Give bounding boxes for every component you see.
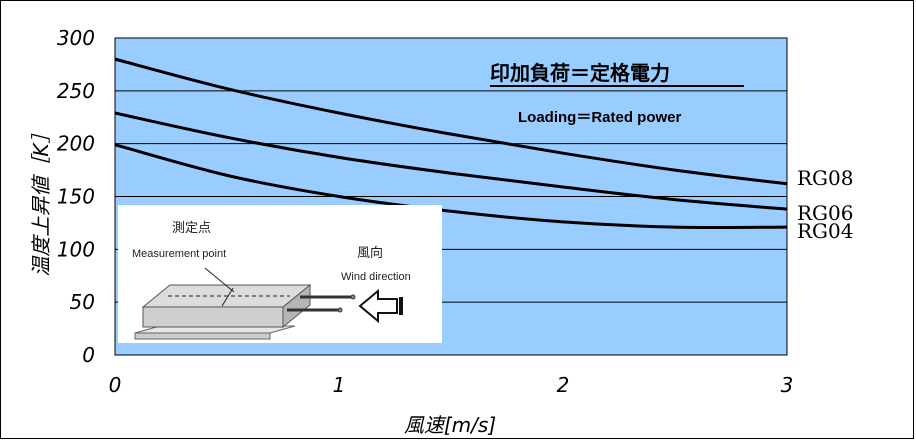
series-line-rg08	[114, 57, 788, 186]
resistor-front	[142, 306, 284, 328]
y-tick-label: 300	[57, 26, 95, 50]
x-axis-ticks: 0 1 2 3	[109, 373, 794, 397]
measurement-cross	[221, 287, 234, 307]
series-label-rg08: RG08	[797, 166, 853, 190]
wind-label-en: Wind direction	[341, 271, 411, 283]
x-tick-label: 2	[557, 373, 570, 397]
series-line-rg06	[114, 111, 788, 211]
series-lines	[114, 57, 788, 230]
y-tick-label: 150	[57, 185, 95, 209]
wind-label-jp: 風向	[357, 245, 383, 261]
base-plate-front	[134, 332, 271, 340]
y-axis-title: 温度上昇値［K］	[29, 123, 53, 276]
measurement-pointer	[204, 267, 235, 293]
x-axis-title: 風速[m/s]	[404, 413, 496, 437]
wind-arrow-icon	[358, 288, 398, 324]
x-tick-label: 0	[109, 373, 122, 397]
series-line-rg04	[114, 143, 788, 230]
lead-upper-end	[350, 294, 356, 300]
measurement-inset: 測定点 Measurement point 風向 Wind direction	[118, 205, 442, 343]
chart-title: 印加負荷＝定格電力	[490, 61, 670, 85]
lead-lower-end	[337, 307, 343, 313]
x-tick-label: 3	[781, 373, 794, 397]
series-label-rg04: RG04	[797, 219, 853, 243]
y-tick-label: 100	[57, 237, 95, 261]
y-tick-label: 50	[70, 290, 95, 314]
y-tick-label: 250	[57, 79, 95, 103]
chart-subtitle: Loading＝Rated power	[518, 109, 682, 126]
x-tick-label: 1	[333, 373, 346, 397]
measurement-label-jp: 測定点	[172, 221, 211, 236]
series-label-rg06: RG06	[797, 201, 853, 225]
measurement-label-en: Measurement point	[132, 248, 226, 260]
y-axis-ticks: 0 50 100 150 200 250 300	[57, 26, 95, 367]
y-tick-label: 200	[57, 132, 95, 156]
wind-arrow-tail	[399, 297, 403, 315]
y-tick-label: 0	[82, 343, 95, 367]
